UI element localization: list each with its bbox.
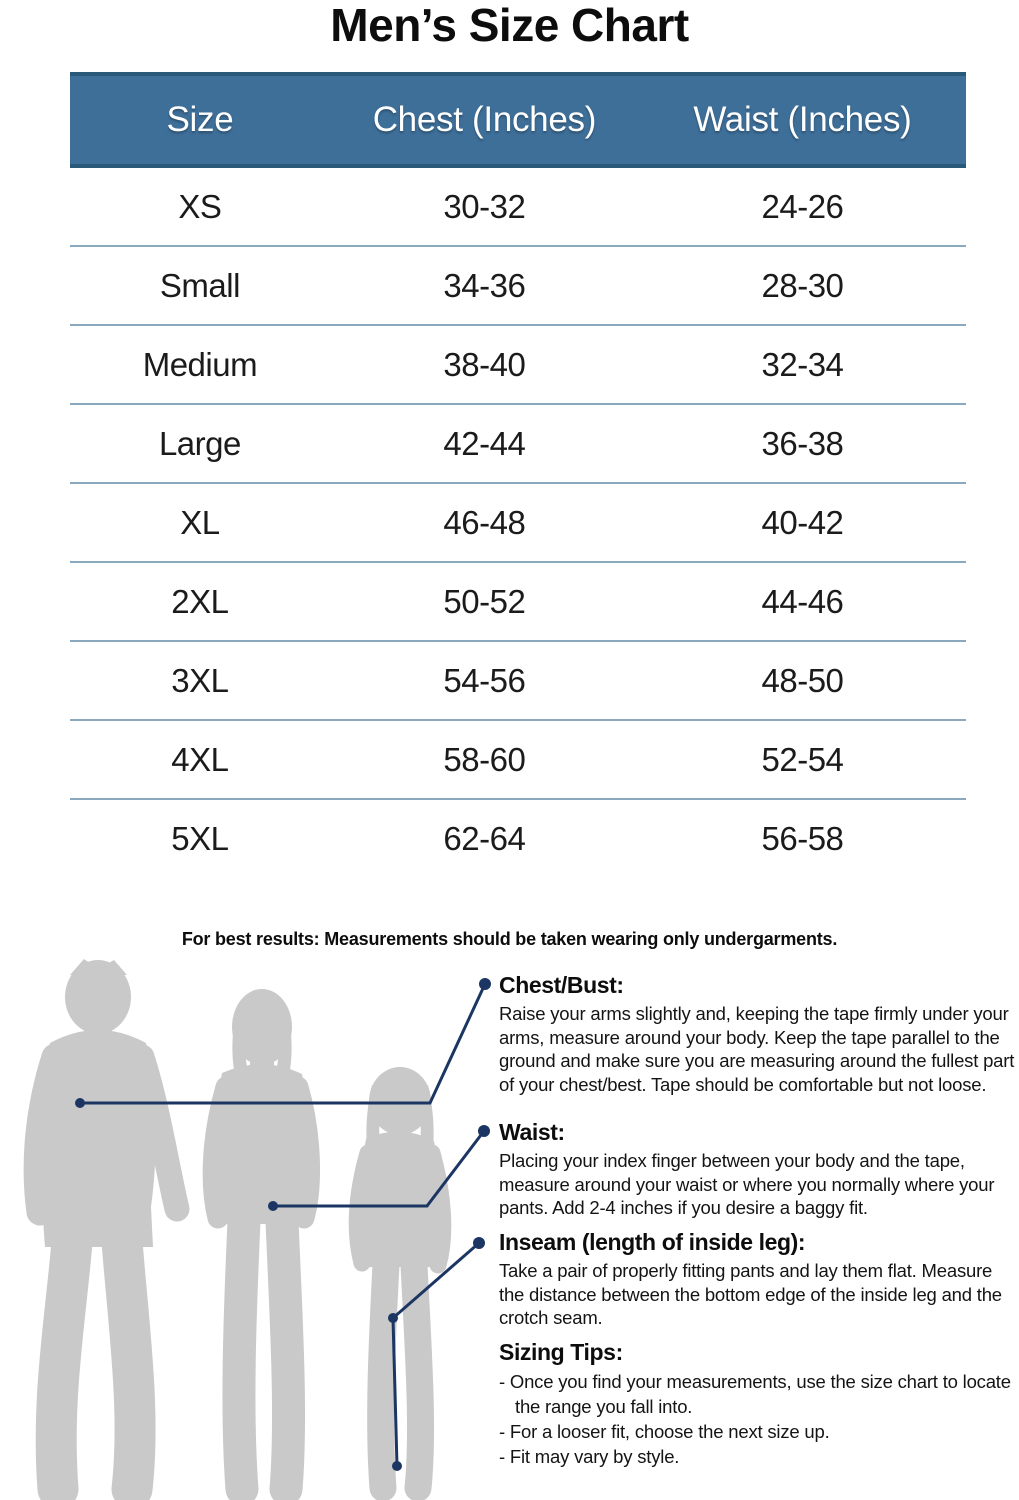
waist-heading: Waist: — [499, 1119, 565, 1145]
size-chart-table: Size Chest (Inches) Waist (Inches) XS 30… — [70, 72, 966, 877]
column-header-size: Size — [166, 100, 234, 139]
column-header-chest: Chest (Inches) — [372, 100, 597, 139]
table-row: 5XL 62-64 56-58 — [70, 800, 966, 877]
column-header-waist: Waist (Inches) — [693, 100, 912, 139]
sizing-tip-item: - Fit may vary by style. — [499, 1446, 680, 1467]
chest-instructions: Raise your arms slightly and, keeping th… — [499, 1003, 1015, 1095]
chest-cell: 34-36 — [443, 266, 526, 304]
waist-cell: 52-54 — [761, 740, 844, 778]
table-header-row: Size Chest (Inches) Waist (Inches) — [70, 72, 966, 168]
table-row: XS 30-32 24-26 — [70, 168, 966, 247]
chest-cell: 30-32 — [443, 187, 526, 225]
chest-cell: 62-64 — [443, 819, 526, 857]
table-body: XS 30-32 24-26 Small 34-36 28-30 Medium … — [70, 168, 966, 877]
inseam-instructions: Take a pair of properly fitting pants an… — [499, 1260, 1002, 1328]
size-cell: 5XL — [171, 819, 229, 857]
waist-instructions: Placing your index finger between your b… — [499, 1150, 995, 1218]
table-row: 2XL 50-52 44-46 — [70, 563, 966, 642]
sizing-tip-item: - Once you find your measurements, use t… — [499, 1371, 1011, 1417]
size-cell: Large — [158, 424, 241, 462]
waist-cell: 48-50 — [761, 661, 844, 699]
table-row: Small 34-36 28-30 — [70, 247, 966, 326]
waist-cell: 24-26 — [761, 187, 844, 225]
chest-cell: 50-52 — [443, 582, 526, 620]
chest-cell: 58-60 — [443, 740, 526, 778]
sizing-tips-section: Sizing Tips: - Once you find your measur… — [499, 1339, 1015, 1469]
chest-pointer-line — [75, 978, 491, 1108]
chest-heading: Chest/Bust: — [499, 972, 624, 998]
table-row: Large 42-44 36-38 — [70, 405, 966, 484]
size-cell: 3XL — [171, 661, 229, 699]
inseam-pointer-line — [388, 1237, 485, 1471]
waist-cell: 28-30 — [761, 266, 844, 304]
size-cell: Small — [159, 266, 241, 304]
waist-cell: 40-42 — [761, 503, 844, 541]
chest-cell: 42-44 — [443, 424, 526, 462]
measurement-figures-illustration — [23, 959, 491, 1500]
girl-silhouette — [348, 1067, 452, 1500]
table-row: 3XL 54-56 48-50 — [70, 642, 966, 721]
waist-pointer-line — [268, 1125, 490, 1211]
inseam-heading: Inseam (length of inside leg): — [499, 1229, 806, 1255]
size-cell: 2XL — [171, 582, 229, 620]
chest-section: Chest/Bust: Raise your arms slightly and… — [499, 972, 1015, 1096]
chest-cell: 54-56 — [443, 661, 526, 699]
waist-cell: 56-58 — [761, 819, 844, 857]
sizing-tips-heading: Sizing Tips: — [499, 1339, 623, 1365]
woman-silhouette — [202, 989, 321, 1500]
chest-cell: 46-48 — [443, 503, 526, 541]
sizing-tip-item: - For a looser fit, choose the next size… — [499, 1421, 830, 1442]
waist-cell: 32-34 — [761, 345, 844, 383]
page-title: Men’s Size Chart — [330, 0, 689, 51]
waist-section: Waist: Placing your index finger between… — [499, 1119, 1015, 1220]
waist-cell: 36-38 — [761, 424, 844, 462]
size-cell: Medium — [142, 345, 258, 383]
measurement-note: For best results: Measurements should be… — [181, 929, 838, 949]
size-cell: XL — [180, 503, 220, 541]
size-cell: XS — [178, 187, 222, 225]
chest-cell: 38-40 — [443, 345, 526, 383]
man-silhouette — [23, 959, 190, 1500]
table-row: 4XL 58-60 52-54 — [70, 721, 966, 800]
inseam-section: Inseam (length of inside leg): Take a pa… — [499, 1229, 1015, 1330]
table-row: Medium 38-40 32-34 — [70, 326, 966, 405]
table-row: XL 46-48 40-42 — [70, 484, 966, 563]
waist-cell: 44-46 — [761, 582, 844, 620]
size-cell: 4XL — [171, 740, 229, 778]
